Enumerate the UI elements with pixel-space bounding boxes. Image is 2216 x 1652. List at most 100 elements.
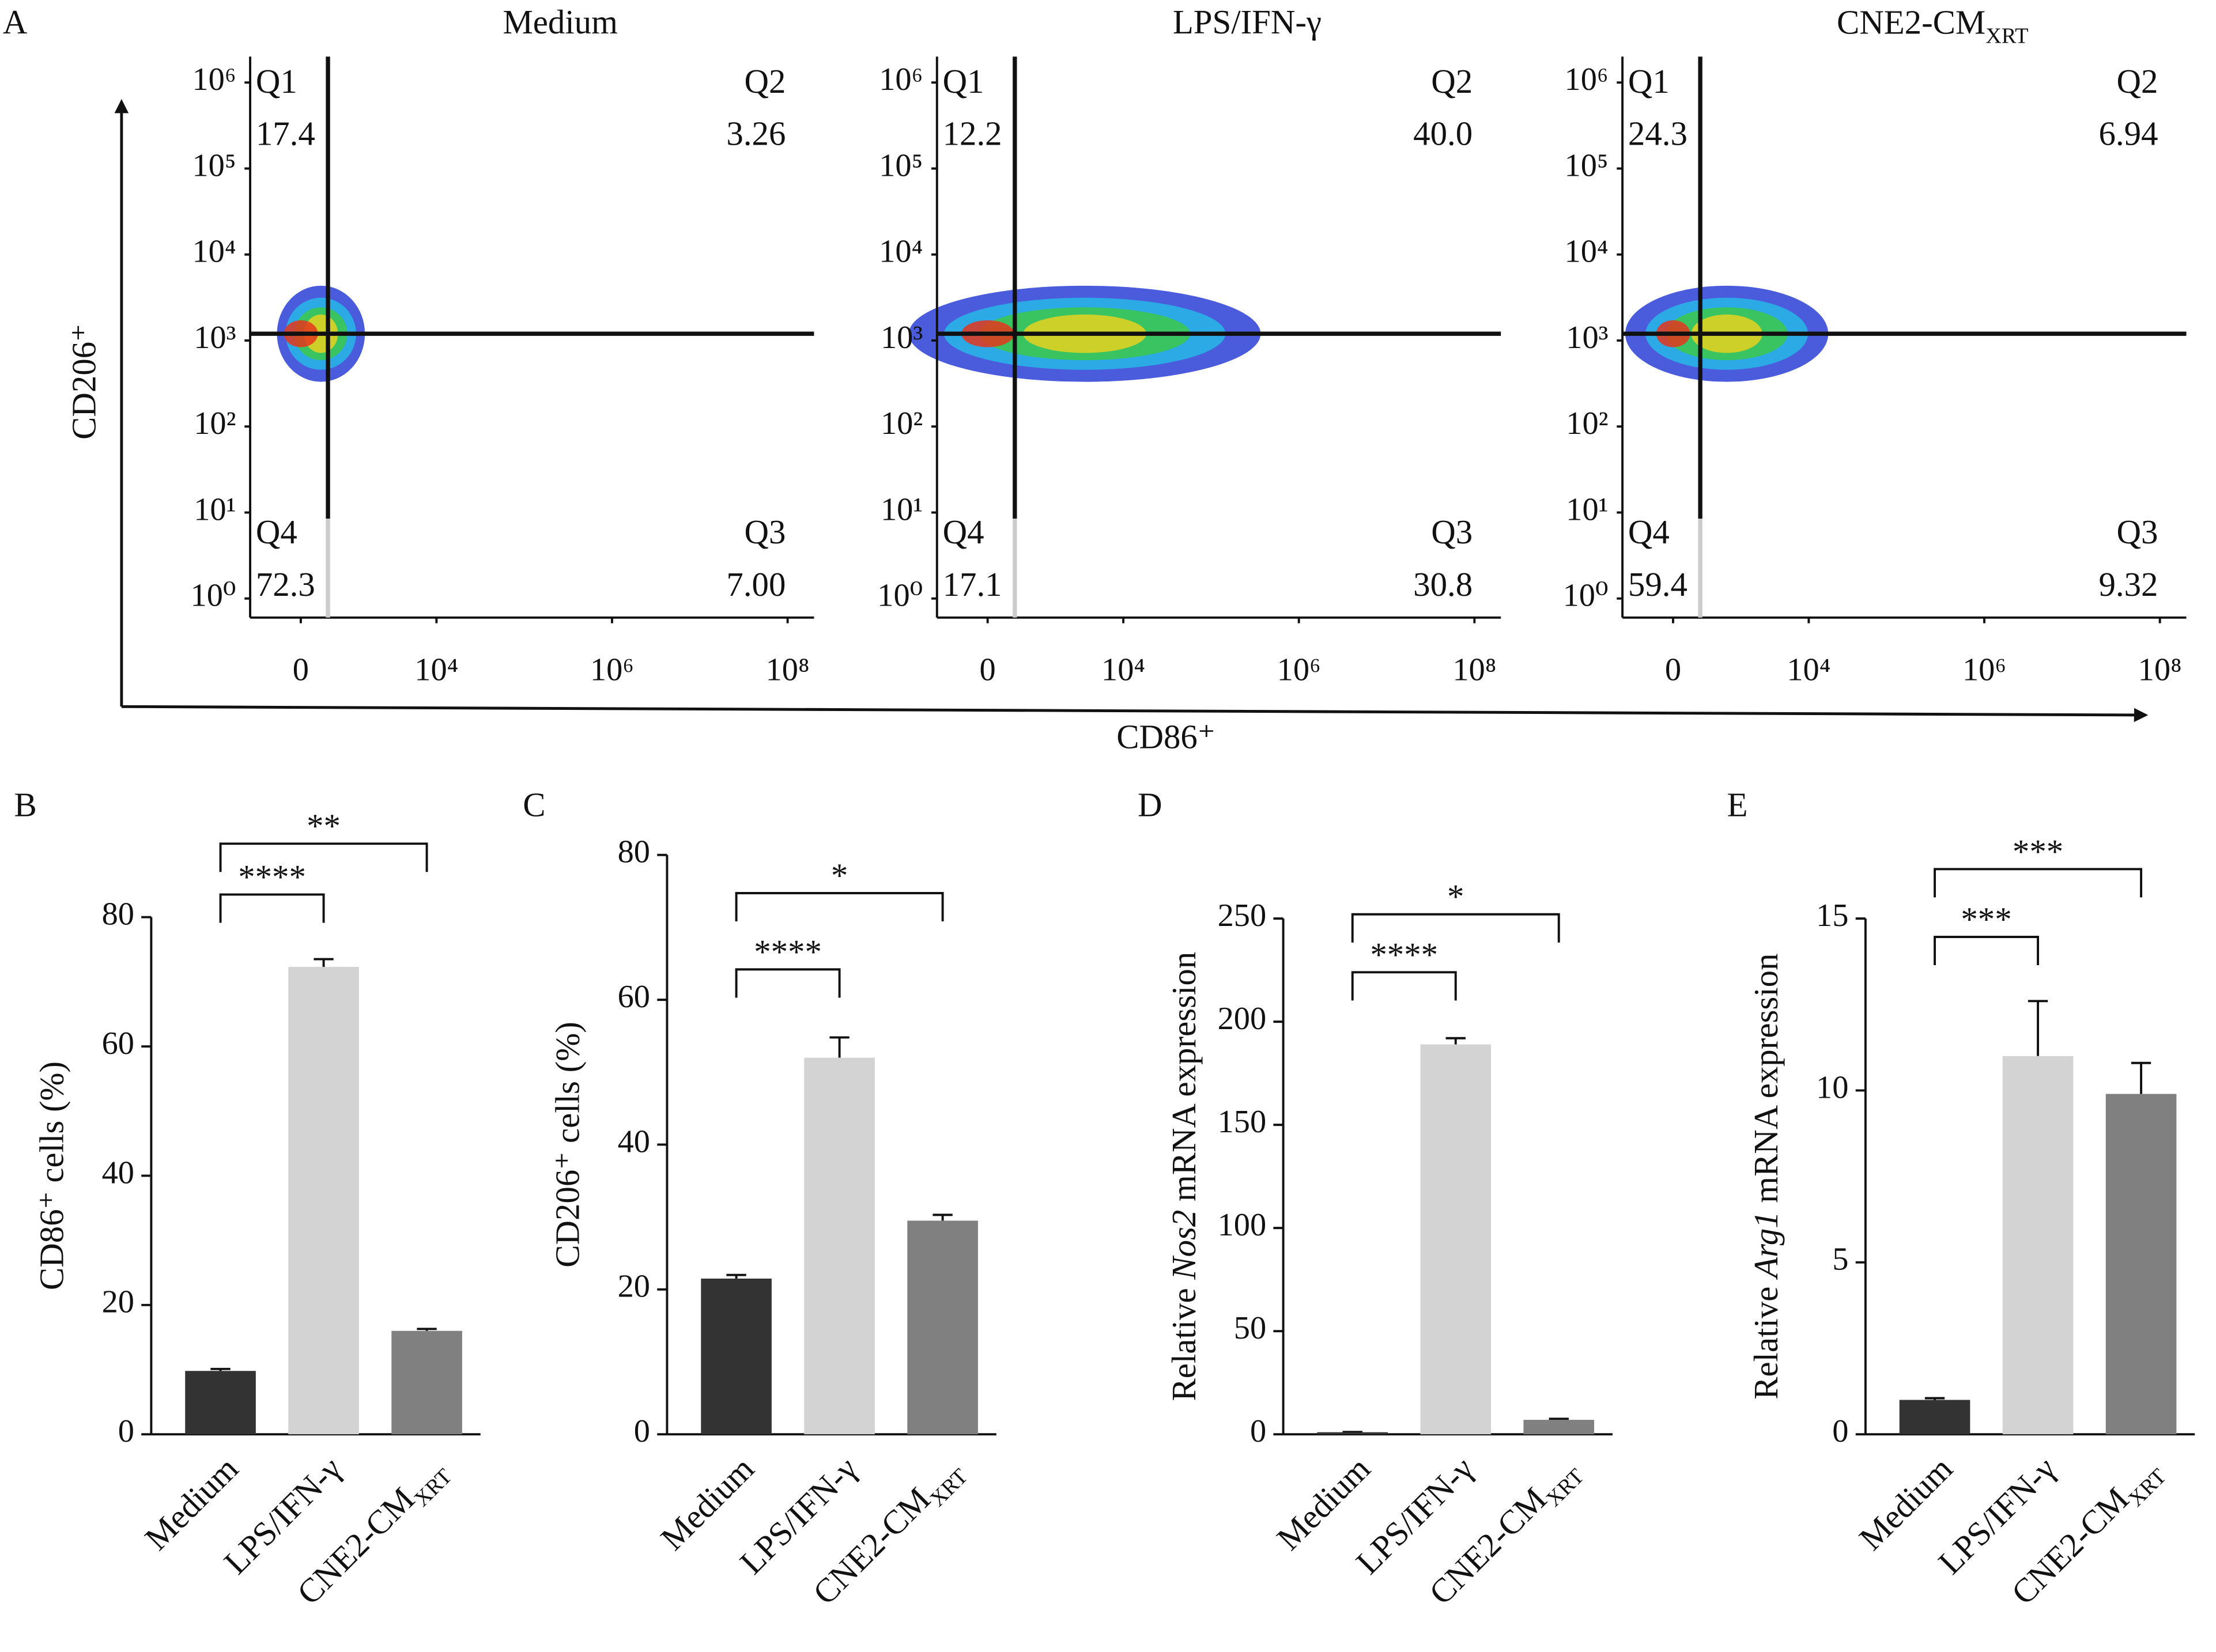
y-tick-label: 10²: [1566, 406, 1608, 441]
bar: [2105, 1094, 2177, 1435]
bar: [1523, 1420, 1595, 1435]
y-tick-label: 50: [1234, 1310, 1266, 1346]
y-axis-label-part: Relative: [1165, 1280, 1202, 1401]
significance-label: ***: [1961, 901, 2011, 938]
y-tick-label: 10²: [881, 406, 923, 441]
x-tick-label: 10⁴: [1787, 652, 1830, 687]
quadrant-name: Q2: [744, 63, 786, 100]
x-tick-label: 10⁶: [1277, 652, 1321, 687]
significance-label: *: [1447, 878, 1464, 916]
y-tick-label: 10⁶: [192, 62, 236, 97]
y-axis-label: Relative Nos2 mRNA expression: [1165, 952, 1202, 1401]
bar: [701, 1278, 772, 1435]
quadrant-value: 17.1: [943, 566, 1002, 603]
y-tick-label: 10⁴: [1565, 234, 1609, 270]
quadrant-value: 72.3: [256, 566, 315, 603]
quadrant-value: 17.4: [256, 115, 315, 153]
quadrant-name: Q1: [1628, 63, 1670, 100]
y-tick-label: 0: [1832, 1413, 1848, 1449]
y-tick-label: 0: [118, 1413, 134, 1449]
significance-bracket: [735, 892, 944, 922]
y-tick-label: 10⁰: [1563, 578, 1609, 614]
y-tick-label: 10¹: [881, 492, 923, 527]
x-tick-label: 0: [980, 652, 996, 687]
y-axis-label-part: mRNA expression: [1747, 954, 1785, 1212]
quadrant-value: 12.2: [943, 115, 1002, 153]
bar: [2002, 1056, 2074, 1435]
quadrant-name: Q1: [256, 63, 297, 100]
panel-title: LPS/IFN-γ: [1173, 3, 1322, 41]
quadrant-name: Q3: [1431, 513, 1473, 551]
significance-label: ****: [754, 933, 822, 970]
y-tick-label: 10⁴: [879, 234, 923, 270]
quadrant-name: Q2: [1431, 63, 1473, 100]
bar: [1317, 1432, 1388, 1435]
quadrant-value: 6.94: [2098, 115, 2158, 153]
y-tick-label: 10⁶: [1565, 62, 1609, 97]
y-tick-label: 10³: [1566, 320, 1608, 356]
y-tick-label: 10⁵: [879, 148, 923, 183]
y-axis-label-part: Arg1: [1747, 1211, 1785, 1280]
x-tick-label: 0: [1665, 652, 1681, 687]
flow-y-label: CD206⁺: [66, 324, 103, 440]
y-tick-label: 250: [1218, 898, 1267, 933]
panel-title: Medium: [503, 3, 617, 41]
bar: [185, 1371, 256, 1435]
y-axis-label-part: Nos2: [1165, 1210, 1202, 1280]
y-axis-label: CD206⁺ cells (%): [549, 1022, 586, 1268]
significance-bracket: [1351, 913, 1560, 943]
y-tick-label: 10: [1816, 1069, 1848, 1105]
y-tick-label: 80: [102, 897, 134, 932]
y-tick-label: 10¹: [194, 492, 236, 527]
y-tick-label: 60: [102, 1026, 134, 1061]
significance-bracket: [219, 893, 325, 923]
x-arrow: [121, 705, 2149, 723]
y-tick-label: 40: [618, 1124, 650, 1159]
panel-title-main: CNE2-CM: [1837, 3, 1985, 41]
significance-bracket: [1351, 971, 1457, 1001]
y-tick-label: 20: [618, 1269, 650, 1305]
y-tick-label: 40: [102, 1155, 134, 1190]
y-tick-label: 200: [1218, 1001, 1267, 1037]
x-tick-label: 10⁶: [1962, 652, 2006, 687]
quadrant-name: Q3: [744, 513, 786, 551]
quadrant-value: 30.8: [1413, 566, 1473, 603]
y-tick-label: 10⁵: [192, 148, 236, 183]
x-tick-label: 0: [293, 652, 309, 687]
quadrant-name: Q1: [943, 63, 984, 100]
quadrant-value: 3.26: [726, 115, 786, 153]
significance-label: *: [831, 857, 848, 894]
panel-label: A: [3, 3, 28, 41]
y-tick-label: 5: [1832, 1242, 1848, 1277]
panel-label: D: [1138, 786, 1162, 823]
x-tick-label: 10⁸: [2138, 652, 2182, 687]
significance-bracket: [219, 842, 428, 872]
y-tick-label: 10⁰: [191, 578, 236, 614]
y-axis-label-part: Relative: [1747, 1278, 1785, 1400]
quadrant-name: Q3: [2117, 513, 2158, 551]
panel-label: B: [14, 786, 37, 823]
y-tick-label: 10⁵: [1565, 148, 1609, 183]
x-tick-label: Medium: [654, 1450, 761, 1558]
significance-label: **: [307, 807, 341, 845]
significance-label: ****: [1370, 936, 1438, 973]
y-axis-label-part: CD206⁺ cells (%): [549, 1022, 586, 1268]
x-tick-label: 10⁸: [766, 652, 810, 687]
significance-label: ****: [238, 858, 306, 895]
bar: [288, 967, 359, 1435]
bar: [804, 1057, 875, 1435]
y-tick-label: 100: [1218, 1207, 1267, 1243]
significance-bracket: [735, 968, 841, 998]
y-tick-label: 10¹: [1566, 492, 1608, 527]
y-tick-label: 0: [634, 1413, 650, 1449]
y-axis-label: Relative Arg1 mRNA expression: [1747, 954, 1785, 1400]
quadrant-value: 7.00: [726, 566, 786, 603]
y-tick-label: 80: [618, 834, 650, 870]
significance-bracket: [1934, 868, 2142, 898]
y-tick-label: 60: [618, 979, 650, 1015]
bar: [1420, 1044, 1492, 1435]
quadrant-value: 24.3: [1628, 115, 1688, 153]
y-tick-label: 10⁶: [879, 62, 923, 97]
x-tick-label: 10⁴: [414, 652, 458, 687]
